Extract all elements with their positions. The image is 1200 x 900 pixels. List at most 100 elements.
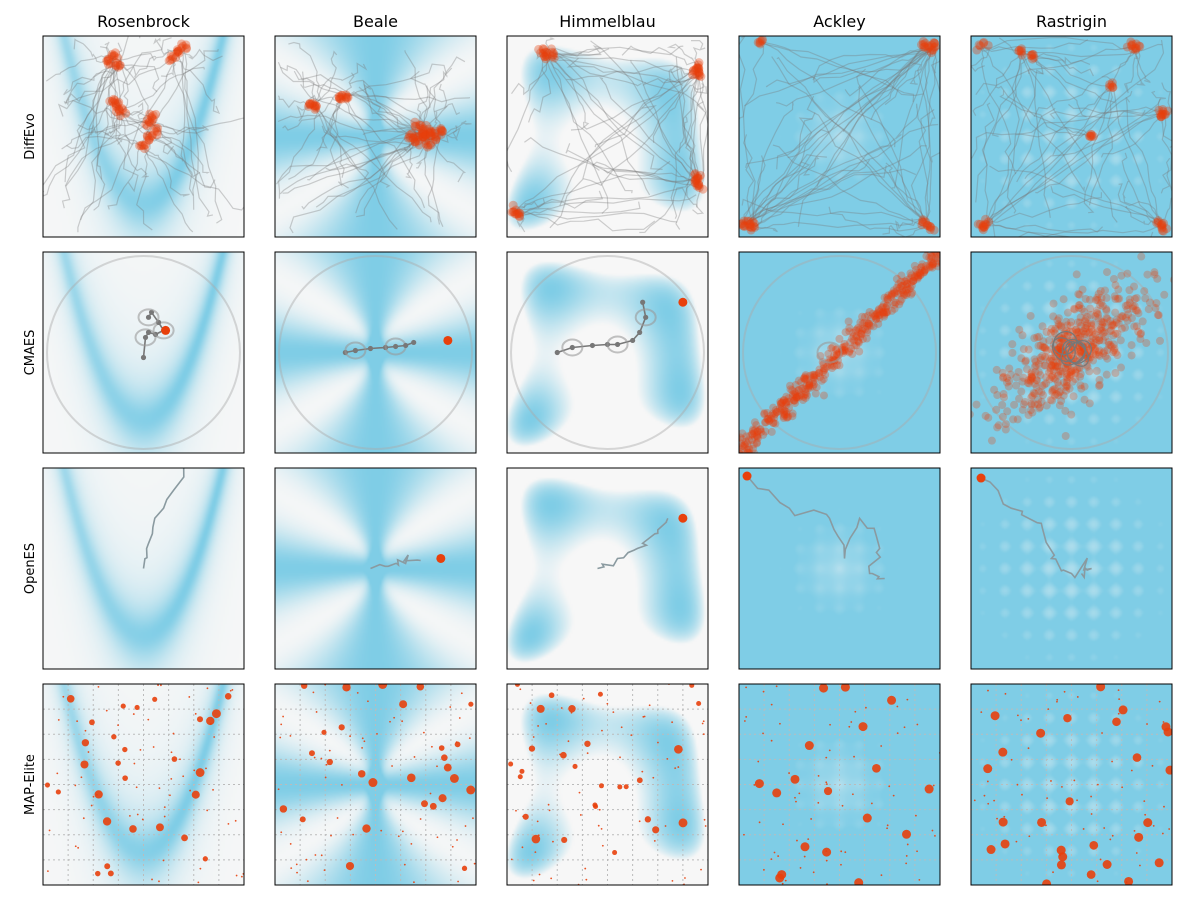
population-point-diffevo-rosenbrock-1-4 [114,60,124,70]
population-point-cmaes-rastrigin-132 [1143,270,1152,279]
trajectory-diffevo-himmelblau-40 [566,64,695,81]
population-point-diffevo-rastrigin-0-4 [1128,44,1138,54]
population-point-cmaes-rastrigin-274 [1029,388,1038,397]
population-point-cmaes-ackley-71 [889,286,898,295]
population-point-diffevo-himmelblau-1-2 [694,66,704,76]
population-point-cmaes-ackley-82 [739,449,743,453]
population-point-cmaes-rastrigin-500 [1106,317,1115,326]
initial-distribution-cmaes-rastrigin [974,255,1169,450]
population-point-cmaes-ackley-72 [883,308,892,317]
population-point-diffevo-beale-10-4 [341,90,351,100]
population-point-cmaes-rastrigin-516 [1059,295,1068,304]
trajectory-diffevo-himmelblau-48 [652,76,699,143]
population-point-cmaes-ackley-99 [752,432,761,441]
population-point-cmaes-rastrigin-365 [1042,346,1051,355]
population-point-cmaes-rastrigin-408 [1103,268,1112,277]
population-point-diffevo-rastrigin-5-5 [1157,226,1167,236]
elite-point-map-elite-ackley-26 [916,850,918,853]
elite-point-map-elite-himmelblau-8 [623,784,629,790]
population-point-diffevo-himmelblau-8-1 [541,54,551,64]
row-label-openes: OpenES [23,543,38,594]
population-point-cmaes-ackley-363 [896,277,905,286]
population-point-cmaes-rastrigin-428 [1088,327,1097,336]
trajectory-diffevo-rosenbrock-55 [143,146,190,197]
population-point-diffevo-rastrigin-5-4 [1157,220,1167,230]
population-point-diffevo-ackley-4-5 [739,222,749,232]
elite-point-map-elite-rosenbrock-67 [89,719,95,726]
population-point-cmaes-rastrigin-441 [984,413,993,422]
population-point-cmaes-ackley-215 [808,382,817,391]
population-point-diffevo-ackley-6-1 [753,37,763,47]
population-point-cmaes-ackley-191 [786,385,795,394]
elite-point-map-elite-rastrigin-78 [1056,860,1066,870]
population-point-diffevo-rastrigin-8-2 [981,214,991,224]
population-point-cmaes-ackley-140 [932,252,940,258]
population-point-cmaes-rastrigin-46 [1076,313,1085,322]
population-point-cmaes-ackley-348 [845,347,854,356]
population-point-cmaes-rastrigin-456 [1111,294,1120,303]
population-point-cmaes-ackley-270 [866,321,875,330]
population-point-diffevo-rosenbrock-13-5 [144,135,154,145]
trajectory-diffevo-himmelblau-13 [692,76,708,95]
population-point-cmaes-ackley-183 [903,289,912,298]
trajectory-diffevo-rastrigin-50 [971,126,1091,159]
trajectory-diffevo-ackley-1 [884,49,932,106]
trajectory-diffevo-beale-38 [325,136,436,171]
population-point-diffevo-rastrigin-1-5 [1131,43,1141,53]
population-point-cmaes-ackley-154 [748,425,757,434]
elite-point-map-elite-rosenbrock-57 [211,709,221,719]
elite-point-map-elite-beale-10 [430,745,433,748]
elite-point-map-elite-beale-88 [306,880,309,883]
population-point-diffevo-beale-13-1 [303,101,313,111]
elite-point-map-elite-rosenbrock-69 [231,688,234,691]
population-point-cmaes-rastrigin-433 [1057,323,1066,332]
elite-point-map-elite-rosenbrock-46 [191,790,200,799]
population-point-cmaes-rastrigin-370 [1074,301,1083,310]
population-point-cmaes-rastrigin-164 [1028,374,1037,383]
elite-point-map-elite-beale-27 [324,776,327,779]
population-point-cmaes-ackley-293 [784,394,793,403]
trajectory-diffevo-ackley-44 [771,56,924,222]
population-point-cmaes-ackley-387 [803,391,812,400]
population-point-cmaes-ackley-121 [810,375,819,384]
elite-point-map-elite-beale-34 [464,825,467,827]
elite-point-map-elite-himmelblau-33 [547,803,550,806]
population-point-cmaes-ackley-44 [741,437,750,446]
population-point-cmaes-rastrigin-376 [1118,312,1127,321]
population-point-diffevo-beale-1-4 [419,132,429,142]
population-point-cmaes-rastrigin-357 [1053,362,1062,371]
trajectory-diffevo-beale-21 [431,126,462,141]
elite-point-map-elite-rosenbrock-26 [66,694,75,703]
trajectory-diffevo-rosenbrock-40 [121,111,209,134]
landscape-diffevo-rastrigin [971,36,1172,237]
population-point-cmaes-ackley-104 [830,362,839,371]
population-point-diffevo-himmelblau-3-5 [693,172,703,182]
population-point-cmaes-ackley-175 [916,271,925,280]
elite-point-map-elite-beale-32 [321,729,327,735]
population-point-diffevo-rastrigin-10-1 [1026,51,1036,61]
population-point-cmaes-ackley-311 [893,287,902,296]
population-point-cmaes-rastrigin-342 [1053,361,1062,370]
population-point-diffevo-rosenbrock-3-3 [172,47,182,57]
population-point-cmaes-rastrigin-394 [1077,348,1086,357]
trajectory-diffevo-himmelblau-4 [683,116,699,177]
elite-point-map-elite-beale-16 [378,684,388,689]
elite-point-map-elite-ackley-61 [784,879,787,882]
population-point-cmaes-rastrigin-472 [1030,400,1039,409]
population-point-cmaes-rastrigin-477 [1049,358,1058,367]
elite-point-map-elite-rosenbrock-11 [55,789,61,795]
population-point-cmaes-ackley-319 [779,406,788,415]
population-point-diffevo-beale-3-5 [410,137,420,147]
population-point-diffevo-beale-2-3 [424,124,434,134]
elite-point-map-elite-ackley-38 [803,855,806,858]
elite-point-map-elite-rosenbrock-28 [87,751,90,753]
elite-point-map-elite-ackley-7 [880,745,883,747]
population-point-cmaes-rastrigin-24 [1071,326,1080,335]
population-point-cmaes-rastrigin-312 [972,400,981,409]
population-point-cmaes-ackley-11 [887,289,896,298]
elite-point-map-elite-rosenbrock-2 [163,806,166,808]
population-point-diffevo-beale-2-5 [430,126,440,136]
population-point-cmaes-ackley-248 [786,381,795,390]
population-point-diffevo-ackley-5-5 [746,225,756,235]
trajectory-diffevo-rastrigin-40 [1031,56,1087,118]
